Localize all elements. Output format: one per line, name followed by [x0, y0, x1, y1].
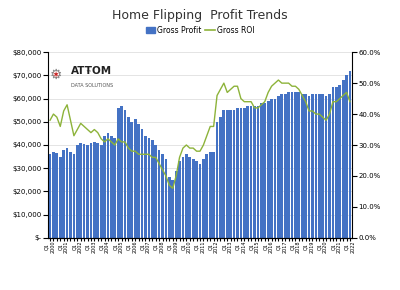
- Text: ⚙: ⚙: [49, 68, 62, 81]
- Bar: [287, 92, 290, 238]
- Bar: [144, 136, 147, 238]
- Bar: [100, 145, 102, 238]
- Bar: [250, 106, 252, 238]
- Bar: [86, 145, 89, 238]
- Bar: [56, 153, 58, 238]
- Bar: [236, 108, 239, 238]
- Bar: [66, 148, 68, 238]
- Bar: [321, 94, 324, 238]
- Bar: [301, 94, 304, 238]
- Bar: [175, 171, 178, 238]
- Bar: [199, 164, 201, 238]
- Bar: [219, 117, 222, 238]
- Bar: [280, 94, 283, 238]
- Bar: [229, 110, 232, 238]
- Bar: [168, 177, 171, 238]
- Text: ✶: ✶: [52, 70, 60, 79]
- Bar: [246, 106, 249, 238]
- Text: DATA SOLUTIONS: DATA SOLUTIONS: [71, 83, 113, 88]
- Bar: [304, 94, 307, 238]
- Bar: [335, 87, 338, 238]
- Bar: [127, 117, 130, 238]
- Bar: [274, 99, 276, 238]
- Bar: [325, 96, 328, 238]
- Bar: [294, 92, 297, 238]
- Bar: [202, 159, 205, 238]
- Bar: [96, 143, 99, 238]
- Bar: [158, 150, 160, 238]
- Bar: [69, 152, 72, 238]
- Bar: [83, 144, 86, 238]
- Bar: [222, 110, 225, 238]
- Bar: [62, 150, 65, 238]
- Bar: [90, 143, 92, 238]
- Bar: [298, 92, 300, 238]
- Bar: [209, 152, 212, 238]
- Bar: [137, 124, 140, 238]
- Bar: [93, 142, 96, 238]
- Text: ™: ™: [85, 71, 90, 76]
- Bar: [124, 110, 126, 238]
- Bar: [253, 106, 256, 238]
- Bar: [270, 99, 273, 238]
- Bar: [134, 119, 137, 238]
- Bar: [114, 138, 116, 238]
- Bar: [260, 103, 263, 238]
- Bar: [226, 110, 229, 238]
- Bar: [212, 152, 215, 238]
- Bar: [107, 133, 109, 238]
- Bar: [120, 106, 123, 238]
- Text: ATTOM: ATTOM: [71, 66, 112, 76]
- Bar: [318, 94, 321, 238]
- Bar: [151, 140, 154, 238]
- Bar: [277, 96, 280, 238]
- Bar: [342, 80, 344, 238]
- Bar: [141, 129, 144, 238]
- Bar: [103, 136, 106, 238]
- Bar: [59, 157, 62, 238]
- Bar: [192, 159, 194, 238]
- Bar: [79, 143, 82, 238]
- Bar: [345, 75, 348, 238]
- Text: Home Flipping  Profit Trends: Home Flipping Profit Trends: [112, 9, 288, 22]
- Bar: [328, 94, 331, 238]
- Bar: [178, 161, 181, 238]
- Bar: [284, 94, 286, 238]
- Bar: [233, 110, 236, 238]
- Bar: [308, 96, 310, 238]
- Bar: [148, 138, 150, 238]
- Bar: [332, 87, 334, 238]
- Bar: [185, 154, 188, 238]
- Bar: [117, 108, 120, 238]
- Bar: [76, 145, 79, 238]
- Bar: [49, 154, 52, 238]
- Bar: [72, 154, 75, 238]
- Legend: Gross Profit, Gross ROI: Gross Profit, Gross ROI: [143, 23, 257, 38]
- Bar: [240, 108, 242, 238]
- Bar: [216, 122, 218, 238]
- Bar: [164, 159, 167, 238]
- Bar: [161, 154, 164, 238]
- Bar: [348, 71, 351, 238]
- Bar: [256, 106, 259, 238]
- Bar: [110, 136, 113, 238]
- Bar: [130, 122, 133, 238]
- Bar: [243, 108, 246, 238]
- Bar: [314, 94, 317, 238]
- Bar: [154, 145, 157, 238]
- Bar: [291, 92, 293, 238]
- Bar: [182, 157, 184, 238]
- Bar: [311, 94, 314, 238]
- Bar: [338, 85, 341, 238]
- Bar: [195, 161, 198, 238]
- Bar: [206, 154, 208, 238]
- Bar: [267, 101, 270, 238]
- Bar: [188, 157, 191, 238]
- Bar: [52, 152, 55, 238]
- Bar: [171, 180, 174, 238]
- Bar: [263, 103, 266, 238]
